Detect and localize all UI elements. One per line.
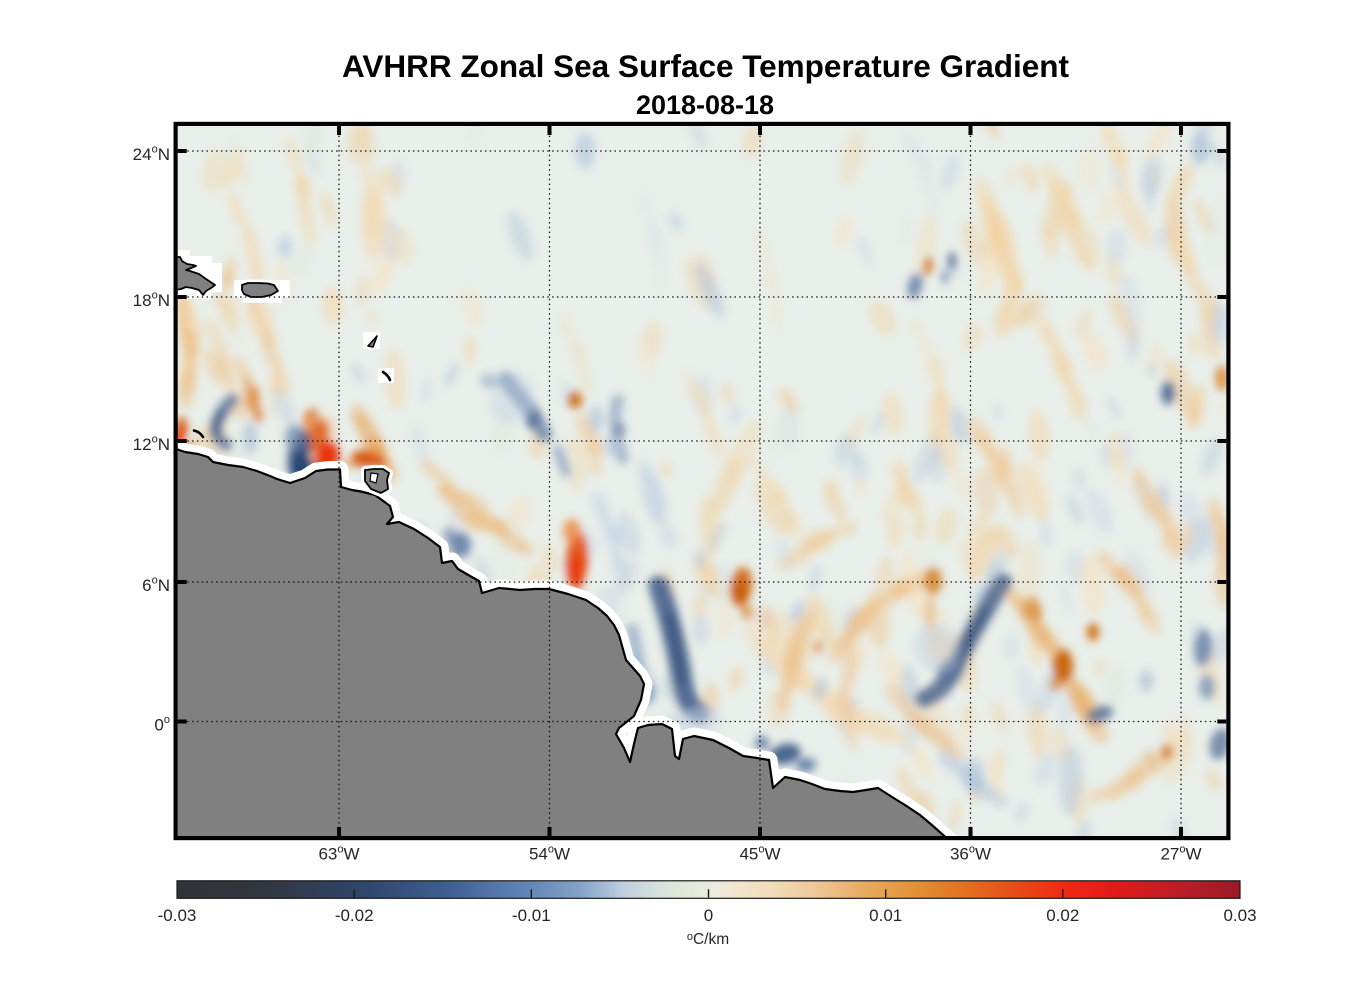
svg-text:54oW: 54oW [529, 844, 570, 864]
svg-text:0.01: 0.01 [869, 906, 902, 925]
svg-text:36oW: 36oW [950, 844, 991, 864]
svg-text:2018-08-18: 2018-08-18 [636, 90, 774, 120]
svg-text:AVHRR Zonal Sea Surface Temper: AVHRR Zonal Sea Surface Temperature Grad… [342, 48, 1070, 84]
svg-text:27oW: 27oW [1160, 844, 1201, 864]
svg-text:0.03: 0.03 [1223, 906, 1256, 925]
svg-text:18oN: 18oN [133, 290, 170, 311]
svg-text:6oN: 6oN [142, 575, 170, 596]
svg-text:63oW: 63oW [318, 844, 359, 864]
svg-text:0.02: 0.02 [1046, 906, 1079, 925]
svg-text:12oN: 12oN [133, 434, 170, 455]
svg-text:24oN: 24oN [133, 144, 170, 165]
svg-text:-0.02: -0.02 [335, 906, 374, 925]
svg-text:oC/km: oC/km [687, 931, 729, 948]
svg-text:45oW: 45oW [739, 844, 780, 864]
svg-text:-0.01: -0.01 [512, 906, 551, 925]
svg-text:-0.03: -0.03 [158, 906, 197, 925]
svg-text:0: 0 [704, 906, 713, 925]
